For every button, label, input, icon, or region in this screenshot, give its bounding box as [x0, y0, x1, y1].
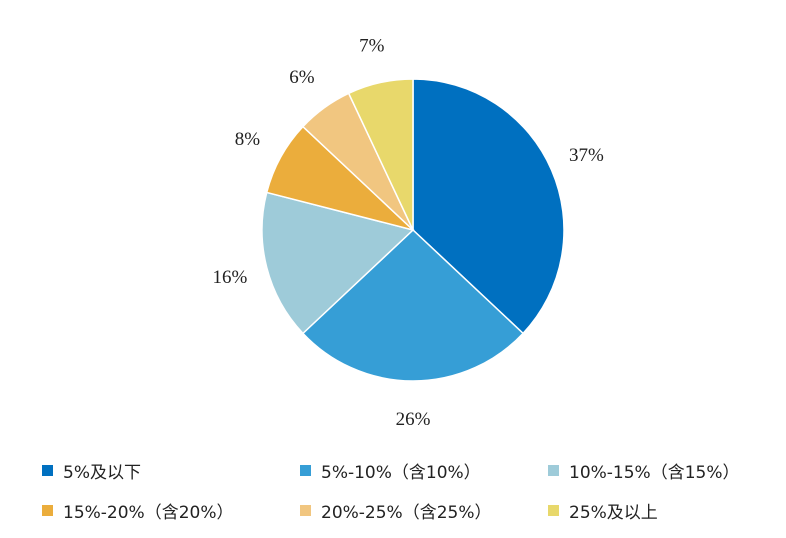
legend-item-2: 10%-15%（含15%）: [548, 455, 762, 485]
slice-label-1: 26%: [396, 409, 431, 430]
legend-swatch-0: [42, 464, 53, 476]
legend: 5%及以下 5%-10%（含10%） 10%-15%（含15%） 15%-20%（含2…: [42, 455, 762, 525]
pie-slice-0: [412, 78, 565, 335]
slice-labels: 37% 26% 16% 8% 6% 7%: [213, 36, 605, 430]
pie-slice-1: [301, 228, 525, 382]
pie-chart: 37% 26% 16% 8% 6% 7%: [213, 36, 605, 430]
legend-item-4: 20%-25%（含25%）: [300, 495, 548, 525]
legend-swatch-1: [300, 464, 311, 476]
slice-label-4: 6%: [289, 67, 315, 88]
legend-item-1: 5%-10%（含10%）: [300, 455, 548, 485]
legend-label-4: 20%-25%（含25%）: [321, 502, 492, 523]
legend-item-0: 5%及以下: [42, 455, 300, 485]
legend-swatch-5: [548, 504, 559, 516]
legend-swatch-2: [548, 464, 559, 476]
legend-item-5: 25%及以上: [548, 495, 762, 525]
legend-item-3: 15%-20%（含20%）: [42, 495, 300, 525]
legend-swatch-3: [42, 504, 53, 516]
legend-label-2: 10%-15%（含15%）: [569, 462, 740, 483]
pie-slice-5: [347, 78, 414, 231]
pie-slices: [261, 78, 565, 382]
legend-label-1: 5%-10%（含10%）: [321, 462, 481, 483]
legend-label-0: 5%及以下: [63, 462, 141, 483]
slice-label-0: 37%: [569, 145, 604, 166]
legend-swatch-4: [300, 504, 311, 516]
legend-label-3: 15%-20%（含20%）: [63, 502, 234, 523]
slice-label-5: 7%: [359, 36, 385, 57]
pie-slice-2: [261, 191, 415, 335]
legend-label-5: 25%及以上: [569, 502, 658, 523]
slice-label-3: 8%: [235, 129, 261, 150]
slice-label-2: 16%: [213, 267, 248, 288]
